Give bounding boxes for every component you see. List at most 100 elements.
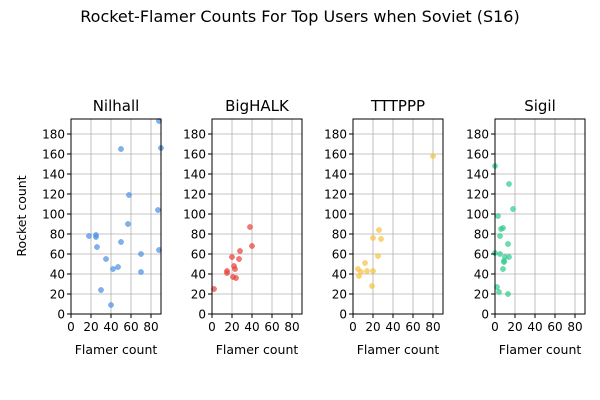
y-tick-label: 160 <box>183 148 206 162</box>
y-tick-label: 80 <box>191 228 206 242</box>
axes-frame <box>494 118 586 315</box>
y-tick-label: 60 <box>474 248 489 262</box>
panel-bighalk: 0 20 40 60 80 0 20 40 60 80 100 120 140 160 180 BigHALK… <box>183 97 303 357</box>
y-tick-label: 40 <box>332 268 347 282</box>
y-tick-label: 40 <box>50 268 65 282</box>
y-tick-label: 60 <box>191 248 206 262</box>
data-point <box>247 224 253 230</box>
data-point <box>126 192 132 198</box>
data-point <box>370 235 376 241</box>
data-point <box>498 226 504 232</box>
data-point <box>510 206 516 212</box>
x-tick-label: 40 <box>527 320 542 334</box>
data-point <box>375 253 381 259</box>
x-tick-label: 20 <box>507 320 522 334</box>
x-tick-label: 0 <box>349 320 357 334</box>
y-tick-label: 100 <box>183 208 206 222</box>
y-tick-label: 100 <box>466 208 489 222</box>
y-tick-label: 120 <box>466 188 489 202</box>
data-point <box>94 244 100 250</box>
y-axis-label: Rocket count <box>14 175 29 256</box>
x-tick-label: 0 <box>491 320 499 334</box>
x-axis-label: Flamer count <box>499 342 582 357</box>
axes-frame <box>211 118 303 315</box>
data-point <box>505 291 511 297</box>
y-tick-label: 20 <box>191 288 206 302</box>
y-tick-label: 20 <box>332 288 347 302</box>
data-point <box>364 268 370 274</box>
data-point <box>86 233 92 239</box>
x-tick-label: 0 <box>67 320 75 334</box>
data-point <box>236 256 242 262</box>
y-tick-label: 80 <box>332 228 347 242</box>
data-point <box>430 153 436 159</box>
x-tick-label: 80 <box>567 320 582 334</box>
panel-title: TTTPPP <box>370 97 425 115</box>
y-tick-label: 120 <box>183 188 206 202</box>
data-point <box>103 256 109 262</box>
axes-frame <box>70 118 162 315</box>
data-point <box>110 266 116 272</box>
data-point <box>356 273 362 279</box>
y-tick-label: 100 <box>324 208 347 222</box>
y-tick-label: 20 <box>50 288 65 302</box>
x-tick-label: 0 <box>208 320 216 334</box>
y-tick-label: 160 <box>42 148 65 162</box>
data-point <box>497 251 503 257</box>
axes-frame <box>352 118 444 315</box>
data-point <box>506 181 512 187</box>
data-point <box>495 213 501 219</box>
y-tick-label: 20 <box>474 288 489 302</box>
y-tick-label: 80 <box>50 228 65 242</box>
panel-sigil: 0 20 40 60 80 0 20 40 60 80 100 120 140 160 180 Sigil Fl… <box>466 97 586 357</box>
y-tick-label: 180 <box>183 128 206 142</box>
figure-title: Rocket-Flamer Counts For Top Users when … <box>80 7 519 26</box>
y-tick-label: 140 <box>183 168 206 182</box>
data-point <box>125 221 131 227</box>
data-point <box>156 118 162 124</box>
y-tick-label: 180 <box>42 128 65 142</box>
y-tick-label: 160 <box>324 148 347 162</box>
y-tick-label: 0 <box>57 308 65 322</box>
data-point <box>369 283 375 289</box>
y-tick-label: 120 <box>324 188 347 202</box>
data-point <box>378 236 384 242</box>
y-tick-label: 60 <box>332 248 347 262</box>
panel-title: BigHALK <box>225 97 290 115</box>
data-point <box>370 268 376 274</box>
x-tick-label: 60 <box>123 320 138 334</box>
panel-tttppp: 0 20 40 60 80 0 20 40 60 80 100 120 140 160 180 TTTPPP F… <box>324 97 444 357</box>
y-tick-label: 120 <box>42 188 65 202</box>
x-axis-label: Flamer count <box>216 342 299 357</box>
y-tick-label: 80 <box>474 228 489 242</box>
panel-title: Sigil <box>524 97 556 115</box>
y-tick-label: 0 <box>481 308 489 322</box>
y-tick-label: 160 <box>466 148 489 162</box>
data-point <box>98 287 104 293</box>
y-tick-label: 180 <box>324 128 347 142</box>
x-tick-label: 60 <box>405 320 420 334</box>
data-point <box>362 260 368 266</box>
x-tick-label: 60 <box>264 320 279 334</box>
y-tick-label: 140 <box>42 168 65 182</box>
panel-title: Nilhall <box>93 97 140 115</box>
data-point <box>108 302 114 308</box>
data-point <box>500 266 506 272</box>
data-point <box>229 254 235 260</box>
x-tick-label: 80 <box>425 320 440 334</box>
data-point <box>93 234 99 240</box>
data-point <box>506 254 512 260</box>
x-tick-label: 20 <box>224 320 239 334</box>
data-point <box>496 289 502 295</box>
y-tick-label: 0 <box>339 308 347 322</box>
data-point <box>155 207 161 213</box>
panels: 0 20 40 60 80 0 20 40 60 80 100 120 140 160 180 Nilhall… <box>42 97 586 357</box>
y-tick-label: 140 <box>324 168 347 182</box>
x-tick-label: 60 <box>547 320 562 334</box>
data-point <box>138 251 144 257</box>
data-point <box>501 259 507 265</box>
data-point <box>505 241 511 247</box>
y-tick-label: 140 <box>466 168 489 182</box>
data-point <box>118 239 124 245</box>
y-tick-label: 40 <box>474 268 489 282</box>
